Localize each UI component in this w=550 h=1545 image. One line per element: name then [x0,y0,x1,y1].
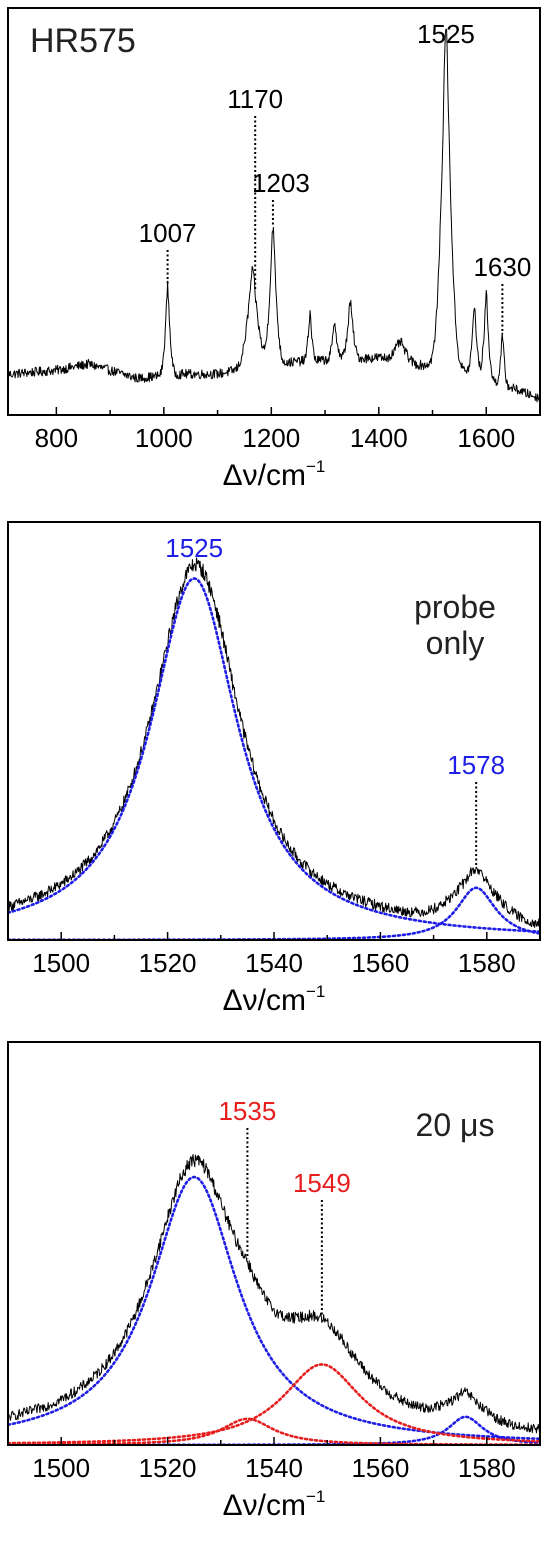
x-tick-label: 1580 [458,948,516,978]
x-axis-title: Δν/cm−1 [223,457,326,492]
spectrum-trace [8,28,540,403]
x-tick-label: 1500 [32,1453,90,1483]
peak-label: 1549 [293,1168,351,1198]
spectrum-trace [8,557,540,928]
fit-curve [8,577,540,933]
panel-label: 20 μs [416,1107,495,1143]
x-tick-label: 1520 [139,1453,197,1483]
spectrum-trace [8,1154,540,1434]
panel-2: 1500 1520 1540 1560 1580Δν/cm−115251578probe… [7,521,541,1017]
x-tick-label: 1560 [351,948,409,978]
x-tick-label: 1000 [135,423,193,453]
panel-label: only [426,625,485,661]
peak-label: 1007 [139,218,197,248]
peak-label: 1170 [227,84,283,114]
x-tick-label: 1500 [32,948,90,978]
fit-curve [8,1363,540,1445]
peak-label: 1525 [417,19,475,49]
plot-frame [7,7,541,416]
x-tick-label: 1200 [242,423,300,453]
x-tick-label: 1540 [245,1453,303,1483]
peak-label: 1630 [473,252,531,282]
x-tick-label: 1600 [457,423,515,453]
peak-label: 1578 [447,750,505,780]
x-tick-label: 800 [35,423,78,453]
panel-label: probe [414,589,496,625]
panel-1: 800 1000 1200 1400 1600 Δν/cm−1 1007 1170 1203 15… [7,7,541,492]
peak-label: 1525 [165,533,223,563]
peak-label: 1203 [252,168,310,198]
x-tick-label: 1560 [351,1453,409,1483]
fit-curve [8,1175,540,1441]
x-tick-label: 1540 [245,948,303,978]
x-tick-label: 1580 [458,1453,516,1483]
panel-label: HR575 [30,22,136,60]
x-tick-label: 1400 [350,423,408,453]
peak-label: 1535 [218,1096,276,1126]
x-tick-label: 1520 [139,948,197,978]
